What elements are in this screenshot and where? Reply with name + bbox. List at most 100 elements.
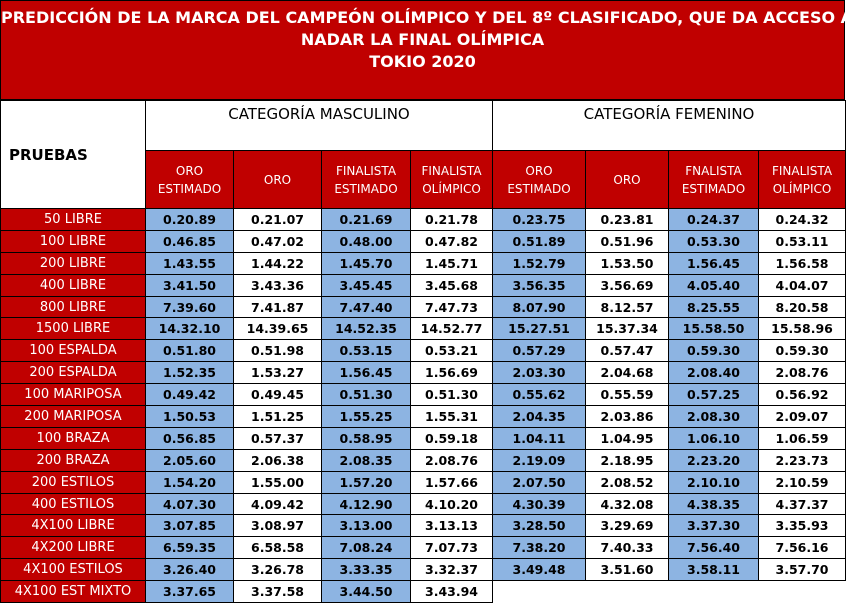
male-actual-cell: 3.32.37 <box>410 558 493 582</box>
event-name: 400 LIBRE <box>0 273 146 297</box>
male-estimate-cell: 3.07.85 <box>145 514 234 538</box>
female-estimate-cell: 1.06.10 <box>668 426 759 450</box>
male-estimate-cell: 3.41.50 <box>145 273 234 297</box>
table-row: 100 LIBRE 0.46.85 0.47.02 0.48.00 0.47.82 0.5… <box>0 229 846 253</box>
male-actual-cell: 3.37.58 <box>233 580 322 603</box>
results-table: PRUEBAS CATEGORÍA MASCULINO CATEGORÍA FE… <box>0 100 846 603</box>
male-actual-cell: 1.56.69 <box>410 361 493 385</box>
male-actual-cell: 1.53.27 <box>233 361 322 385</box>
empty-cell <box>492 580 586 603</box>
male-estimate-cell: 1.52.35 <box>145 361 234 385</box>
male-estimate-cell: 3.33.35 <box>321 558 411 582</box>
female-estimate-cell: 4.30.39 <box>492 492 586 516</box>
female-estimate-cell: 8.07.90 <box>492 295 586 319</box>
empty-cell <box>585 580 669 603</box>
table-row: 200 BRAZA 2.05.60 2.06.38 2.08.35 2.08.76 2.1… <box>0 448 846 472</box>
male-actual-cell: 2.08.76 <box>410 448 493 472</box>
female-estimate-cell: 3.28.50 <box>492 514 586 538</box>
female-actual-cell: 2.18.95 <box>585 448 669 472</box>
male-actual-cell: 0.47.02 <box>233 229 322 253</box>
male-actual-cell: 0.21.78 <box>410 208 493 231</box>
female-estimate-cell: 0.57.25 <box>668 383 759 407</box>
female-estimate-cell: 0.23.75 <box>492 208 586 231</box>
event-name: 100 ESPALDA <box>0 339 146 363</box>
table-row: 100 MARIPOSA 0.49.42 0.49.45 0.51.30 0.51.30… <box>0 383 846 407</box>
female-actual-cell: 1.04.95 <box>585 426 669 450</box>
female-actual-cell: 3.35.93 <box>758 514 846 538</box>
female-estimate-cell: 8.25.55 <box>668 295 759 319</box>
male-actual-cell: 3.43.36 <box>233 273 322 297</box>
male-estimate-cell: 3.45.45 <box>321 273 411 297</box>
female-actual-cell: 15.37.34 <box>585 317 669 341</box>
male-actual-cell: 2.06.38 <box>233 448 322 472</box>
female-actual-cell: 15.58.96 <box>758 317 846 341</box>
event-name: 4X100 EST MIXTO <box>0 580 146 603</box>
event-name: 800 LIBRE <box>0 295 146 319</box>
female-actual-cell: 3.51.60 <box>585 558 669 582</box>
female-actual-cell: 3.56.69 <box>585 273 669 297</box>
male-actual-cell: 0.47.82 <box>410 229 493 253</box>
female-actual-cell: 0.56.92 <box>758 383 846 407</box>
table-row: 800 LIBRE 7.39.60 7.41.87 7.47.40 7.47.73 8.0… <box>0 295 846 319</box>
event-name: 4X200 LIBRE <box>0 536 146 560</box>
male-estimate-cell: 14.52.35 <box>321 317 411 341</box>
male-actual-cell: 1.51.25 <box>233 405 322 428</box>
column-header: ORO <box>585 150 669 209</box>
male-estimate-cell: 14.32.10 <box>145 317 234 341</box>
female-actual-cell: 0.23.81 <box>585 208 669 231</box>
male-estimate-cell: 0.58.95 <box>321 426 411 450</box>
male-estimate-cell: 1.50.53 <box>145 405 234 428</box>
female-actual-cell: 2.03.86 <box>585 405 669 428</box>
event-name: 100 BRAZA <box>0 426 146 450</box>
female-actual-cell: 2.08.52 <box>585 470 669 494</box>
male-actual-cell: 0.57.37 <box>233 426 322 450</box>
female-actual-cell: 0.51.96 <box>585 229 669 253</box>
female-estimate-cell: 2.10.10 <box>668 470 759 494</box>
column-header: ORO ESTIMADO <box>492 150 586 209</box>
female-estimate-cell: 3.49.48 <box>492 558 586 582</box>
female-actual-cell: 0.57.47 <box>585 339 669 363</box>
female-estimate-cell: 0.53.30 <box>668 229 759 253</box>
female-actual-cell: 4.32.08 <box>585 492 669 516</box>
male-estimate-cell: 7.47.40 <box>321 295 411 319</box>
event-name: 200 BRAZA <box>0 448 146 472</box>
column-header: FINALISTA ESTIMADO <box>321 150 411 209</box>
empty-cell <box>758 580 846 603</box>
male-estimate-cell: 1.57.20 <box>321 470 411 494</box>
column-header: ORO <box>233 150 322 209</box>
male-estimate-cell: 1.43.55 <box>145 251 234 275</box>
male-actual-cell: 0.51.30 <box>410 383 493 407</box>
female-actual-cell: 1.06.59 <box>758 426 846 450</box>
male-actual-cell: 1.55.00 <box>233 470 322 494</box>
male-actual-cell: 0.21.07 <box>233 208 322 231</box>
table-row: 100 BRAZA 0.56.85 0.57.37 0.58.95 0.59.18 1.0… <box>0 426 846 450</box>
female-actual-cell: 0.53.11 <box>758 229 846 253</box>
table-title: PREDICCIÓN DE LA MARCA DEL CAMPEÓN OLÍMP… <box>0 0 847 100</box>
female-estimate-cell: 4.05.40 <box>668 273 759 297</box>
event-name: 200 ESPALDA <box>0 361 146 385</box>
table-row: 50 LIBRE 0.20.89 0.21.07 0.21.69 0.21.78 0.23… <box>0 208 846 231</box>
female-estimate-cell: 0.51.89 <box>492 229 586 253</box>
male-estimate-cell: 7.39.60 <box>145 295 234 319</box>
male-actual-cell: 0.59.18 <box>410 426 493 450</box>
female-actual-cell: 7.56.16 <box>758 536 846 560</box>
female-actual-cell: 0.55.59 <box>585 383 669 407</box>
female-estimate-cell: 2.19.09 <box>492 448 586 472</box>
female-actual-cell: 3.57.70 <box>758 558 846 582</box>
male-actual-cell: 6.58.58 <box>233 536 322 560</box>
female-estimate-cell: 3.37.30 <box>668 514 759 538</box>
male-actual-cell: 3.13.13 <box>410 514 493 538</box>
female-estimate-cell: 2.08.30 <box>668 405 759 428</box>
female-estimate-cell: 1.56.45 <box>668 251 759 275</box>
female-actual-cell: 4.37.37 <box>758 492 846 516</box>
female-estimate-cell: 1.52.79 <box>492 251 586 275</box>
female-estimate-cell: 15.27.51 <box>492 317 586 341</box>
female-estimate-cell: 2.08.40 <box>668 361 759 385</box>
female-estimate-cell: 0.55.62 <box>492 383 586 407</box>
male-estimate-cell: 3.37.65 <box>145 580 234 603</box>
event-name: 200 LIBRE <box>0 251 146 275</box>
event-name: 4X100 LIBRE <box>0 514 146 538</box>
event-name: 100 MARIPOSA <box>0 383 146 407</box>
event-name: 100 LIBRE <box>0 229 146 253</box>
male-actual-cell: 1.45.71 <box>410 251 493 275</box>
